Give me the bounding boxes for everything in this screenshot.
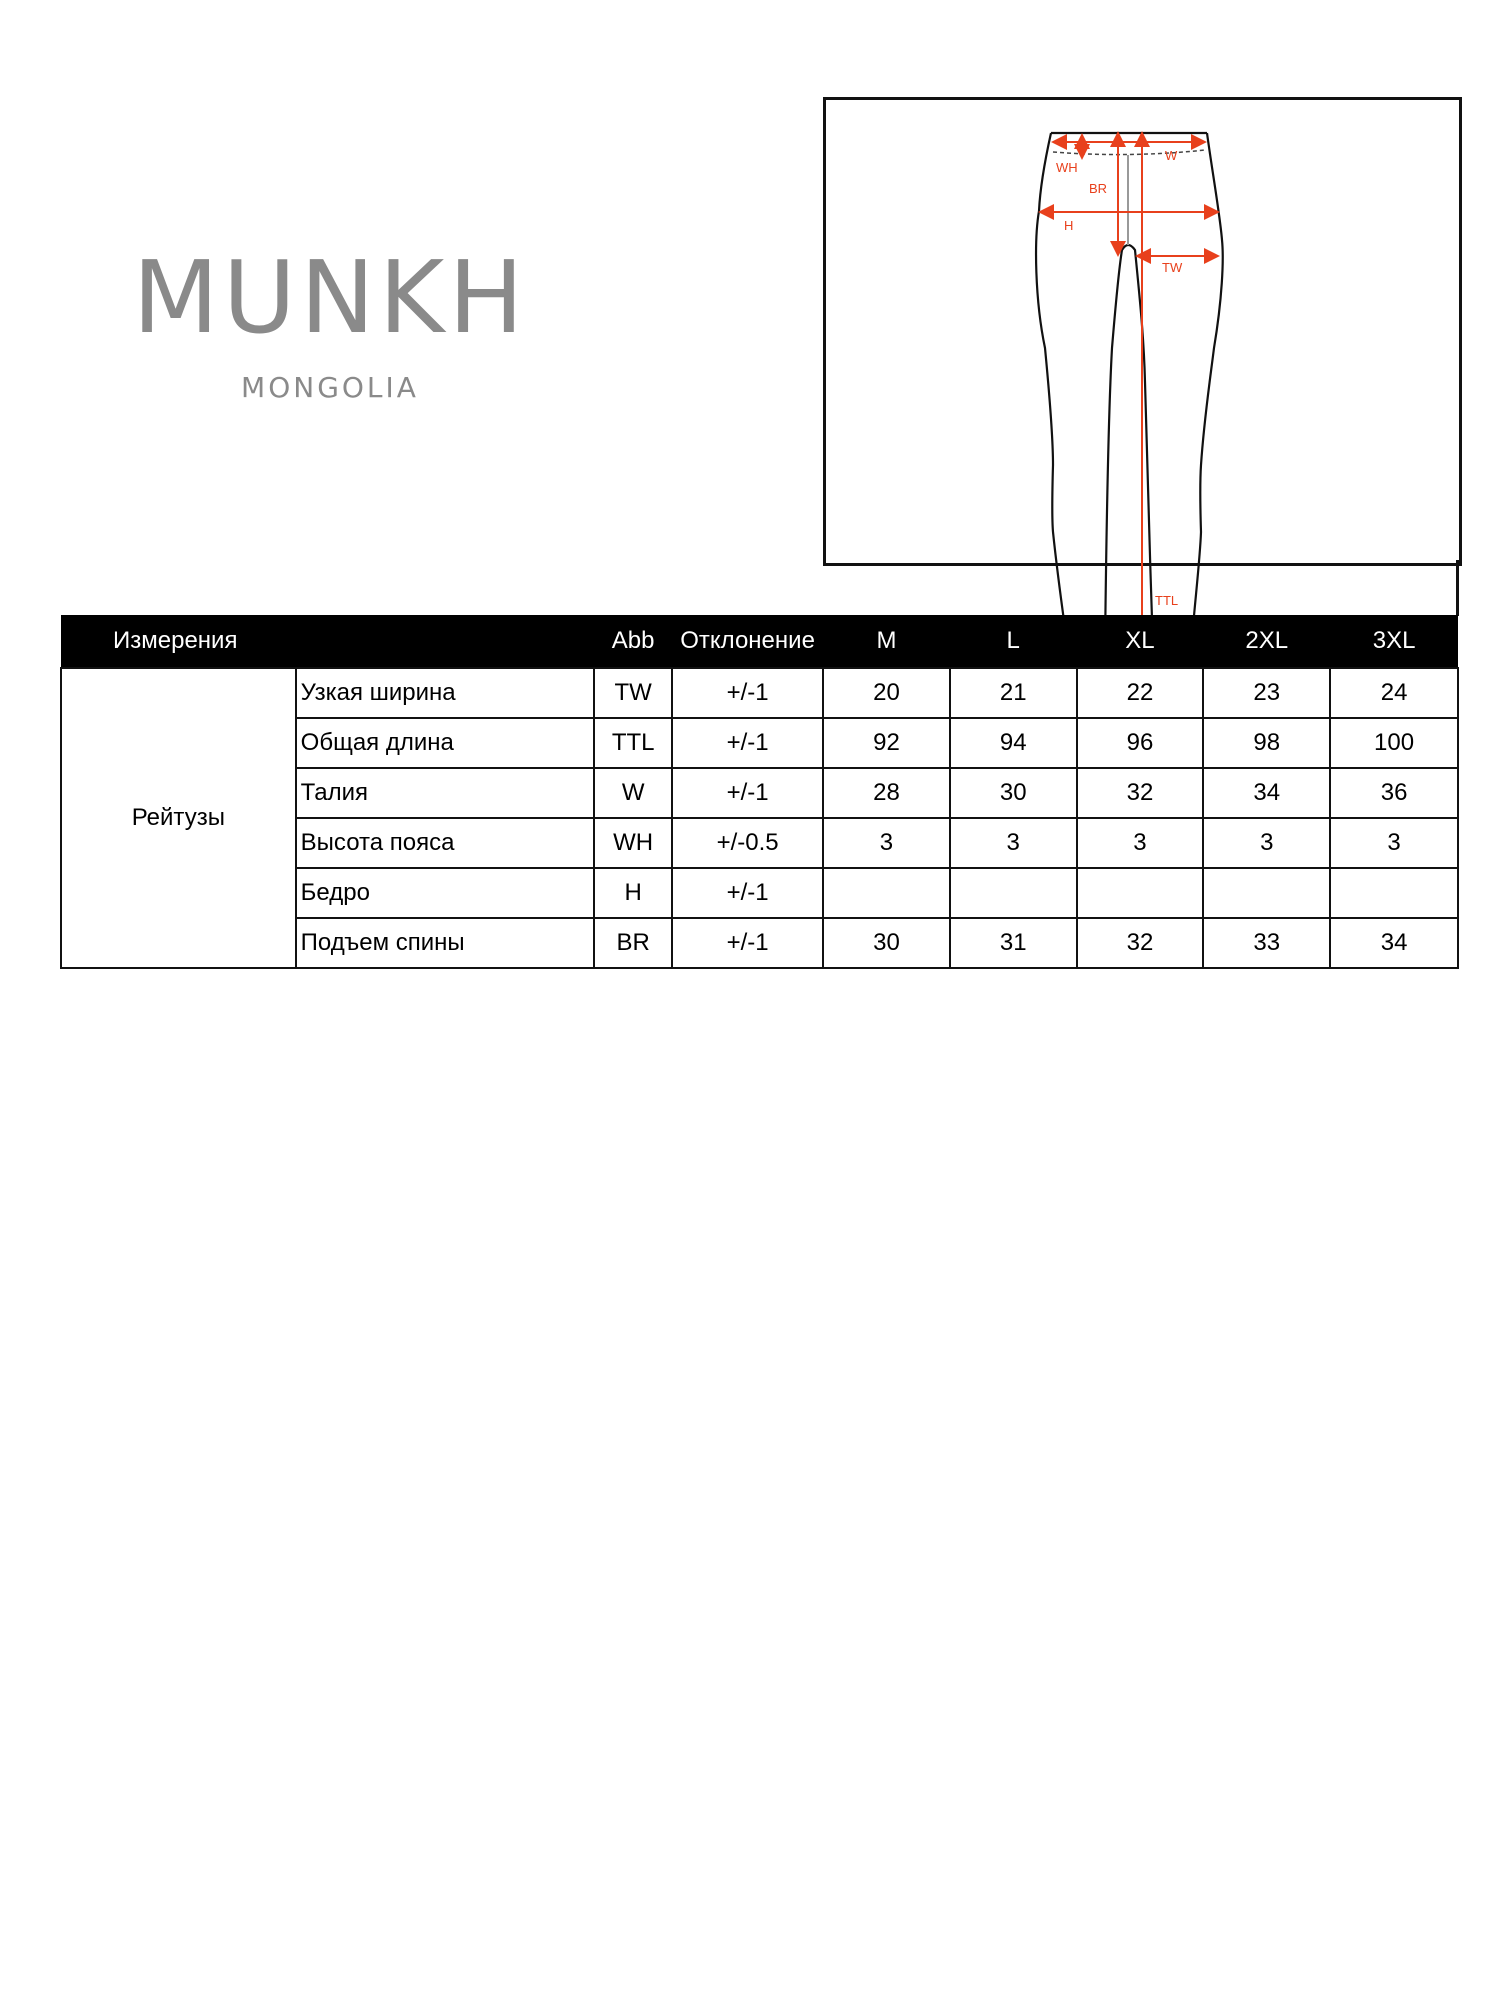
waistband-stitch (1052, 149, 1206, 156)
leggings-outline (1034, 131, 1224, 652)
w-label: W (1165, 148, 1178, 163)
ttl-label: TTL (1155, 593, 1178, 608)
size-value: 3 (1075, 817, 1205, 869)
measurement-name: Бедро (294, 867, 596, 919)
header-size: L (949, 615, 1077, 668)
measurement-name: Талия (294, 767, 596, 819)
header-tolerance: Отклонение (672, 615, 824, 668)
size-value: 3 (822, 817, 951, 869)
abbreviation: W (593, 767, 674, 819)
size-value: 3 (948, 817, 1078, 869)
size-value (1202, 867, 1332, 919)
size-value (948, 867, 1078, 919)
brand-logo: MUNKH (132, 239, 528, 356)
h-label: H (1064, 218, 1073, 233)
category-cell: Рейтузы (60, 667, 297, 969)
size-value: 22 (1075, 667, 1205, 719)
size-value: 34 (1329, 917, 1459, 969)
measurement-name: Общая длина (294, 717, 596, 769)
size-value: 28 (822, 767, 951, 819)
table-row: Бедро H +/-1 (61, 867, 1459, 919)
size-value: 3 (1329, 817, 1459, 869)
size-value (1075, 867, 1205, 919)
size-value: 21 (948, 667, 1078, 719)
size-value: 100 (1329, 717, 1459, 769)
size-value: 33 (1202, 917, 1332, 969)
abbreviation: WH (593, 817, 674, 869)
header-abb: Abb (594, 615, 673, 668)
size-value: 34 (1202, 767, 1332, 819)
table-row: Рейтузы Узкая ширина TW +/-1 20 21 22 23 24 (60, 667, 1459, 969)
measurement-name: Узкая ширина (294, 667, 596, 719)
size-value (1329, 867, 1459, 919)
measurement-name: Высота пояса (294, 817, 596, 869)
size-value: 23 (1202, 667, 1332, 719)
tw-label: TW (1162, 260, 1183, 275)
size-value: 31 (948, 917, 1078, 969)
divider-line (1456, 560, 1459, 616)
size-value: 30 (822, 917, 951, 969)
abbreviation: H (593, 867, 674, 919)
table-row: Общая длина TTL +/-1 92 94 96 98 100 (61, 717, 1459, 769)
tolerance: +/-1 (671, 667, 825, 719)
header-size: XL (1076, 615, 1204, 668)
size-value: 24 (1329, 667, 1459, 719)
size-value: 3 (1202, 817, 1332, 869)
size-value: 94 (948, 717, 1078, 769)
abbreviation: BR (593, 917, 674, 969)
size-value: 36 (1329, 767, 1459, 819)
tolerance: +/-1 (671, 767, 825, 819)
size-value (822, 867, 951, 919)
header-size: 2XL (1203, 615, 1331, 668)
wh-label: WH (1056, 160, 1078, 175)
brand-subtitle: MONGOLIA (241, 371, 419, 404)
size-value: 32 (1075, 917, 1205, 969)
size-value: 30 (948, 767, 1078, 819)
size-value: 98 (1202, 717, 1332, 769)
size-value: 32 (1075, 767, 1205, 819)
tolerance: +/-0.5 (671, 817, 825, 869)
table-row: Подъем спины BR +/-1 30 31 32 33 34 (61, 917, 1459, 969)
measurement-name: Подъем спины (294, 917, 596, 969)
header-size: M (823, 615, 950, 668)
size-value: 96 (1075, 717, 1205, 769)
br-label: BR (1089, 181, 1107, 196)
table-row: Талия W +/-1 28 30 32 34 36 (61, 767, 1459, 819)
header-measure: Измерения (61, 615, 595, 668)
abbreviation: TW (593, 667, 674, 719)
header-size: 3XL (1330, 615, 1458, 668)
tolerance: +/-1 (671, 717, 825, 769)
abbreviation: TTL (593, 717, 674, 769)
tolerance: +/-1 (671, 867, 825, 919)
table-header-row: Измерения Abb Отклонение M L XL 2XL 3XL (61, 615, 1458, 668)
size-value: 92 (822, 717, 951, 769)
size-table: Измерения Abb Отклонение M L XL 2XL 3XL … (60, 615, 1459, 969)
tolerance: +/-1 (671, 917, 825, 969)
table-row: Высота пояса WH +/-0.5 3 3 3 3 3 (61, 817, 1459, 869)
size-value: 20 (822, 667, 951, 719)
